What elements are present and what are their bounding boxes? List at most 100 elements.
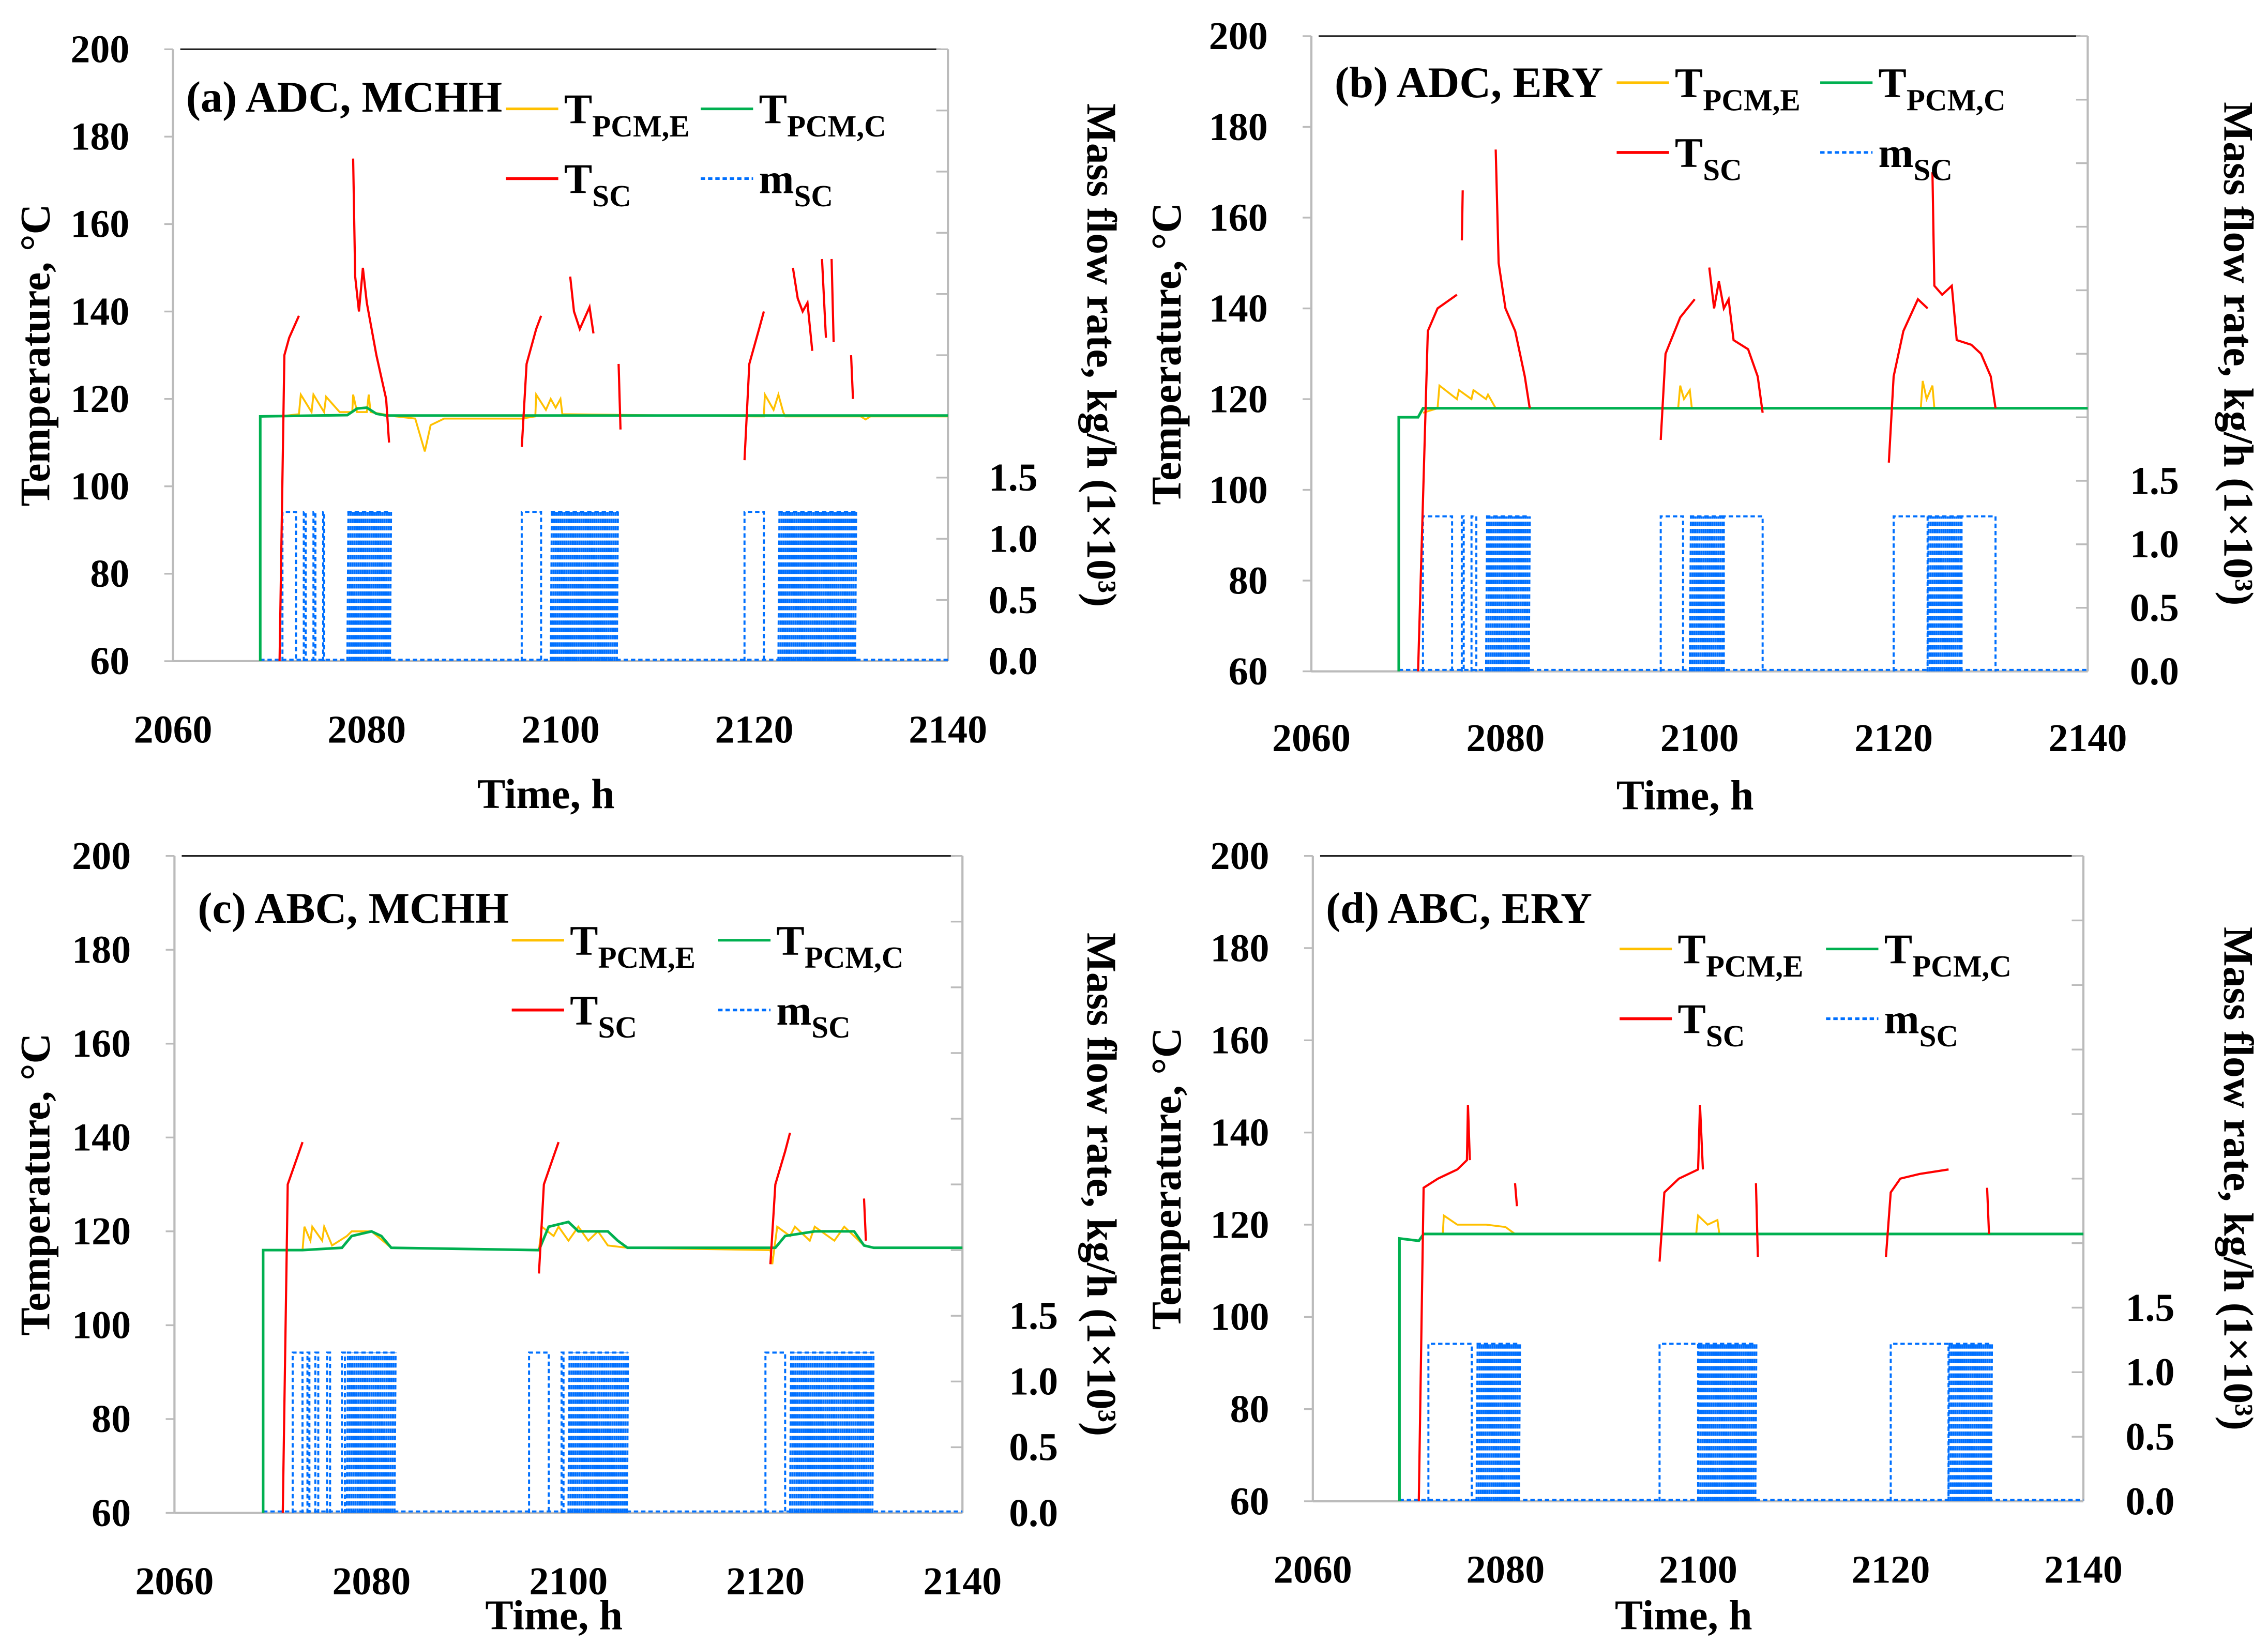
m-sc-cycle-pulse [391, 1352, 395, 1513]
y-tick-label: 60 [1229, 650, 1268, 693]
m-sc-cycle-pulse [834, 1352, 838, 1513]
legend: TPCM,E TPCM,C TSC mSC [506, 86, 886, 213]
y2-axis-title: Mass flow rate, kg/h (1×10³) [2215, 927, 2262, 1430]
m-sc-cycle-pulse [824, 512, 828, 661]
m-sc-cycle-pulse [1516, 1344, 1519, 1502]
m-sc-cycle-pulse [1707, 1344, 1711, 1502]
m-sc-cycle-pulse [374, 1352, 377, 1513]
m-sc-cycle-pulse [792, 512, 796, 661]
x-tick-label: 2140 [2044, 1548, 2123, 1591]
m-sc-cycle-pulse [1720, 516, 1724, 672]
legend-label-t-sc: TSC [1678, 996, 1745, 1053]
m-sc-cycle-pulse [595, 1352, 599, 1513]
m-sc-cycle-pulse [351, 512, 354, 661]
m-sc-cycle-pulse [378, 1352, 382, 1513]
m-sc-cycle-pulse [562, 512, 566, 661]
chart-panel-b: 60 80 100 120 140 160 180 200 2060 2080 2100 2120 21… [1143, 14, 2262, 818]
legend-label-m-sc: mSC [1879, 129, 1953, 187]
m-sc-pulse [561, 1351, 565, 1513]
m-sc-cycle-pulse [1744, 1344, 1747, 1502]
m-sc-cycle-pulse [573, 1352, 577, 1513]
y-tick-label: 80 [1229, 559, 1268, 602]
m-sc-cycle-pulse [828, 512, 832, 661]
m-sc-cycle-pulse [356, 1352, 360, 1513]
m-sc-cycle-pulse [848, 512, 851, 661]
m-sc-cycle-pulse [790, 512, 794, 661]
m-sc-cycle-pulse [609, 512, 613, 661]
m-sc-cycle-pulse [624, 1352, 627, 1513]
m-sc-cycle-pulse [1725, 1344, 1728, 1502]
y-tick-label: 100 [70, 465, 129, 508]
m-sc-cycle-pulse [584, 1352, 588, 1513]
m-sc-cycle-pulse [1515, 516, 1518, 672]
m-sc-cycle-pulse [1523, 516, 1527, 672]
m-sc-cycle-pulse [1964, 1344, 1968, 1502]
m-sc-cycle-pulse [1981, 1344, 1985, 1502]
m-sc-cycle-pulse [1492, 1344, 1496, 1502]
m-sc-cycle-pulse [608, 1352, 612, 1513]
m-sc-cycle-pulse [1952, 516, 1956, 672]
m-sc-cycle-pulse [352, 1352, 356, 1513]
m-sc-pulse [1722, 515, 1764, 672]
m-sc-cycle-pulse [1487, 516, 1490, 672]
m-sc-cycle-pulse [554, 512, 557, 661]
m-sc-cycle-pulse [1508, 516, 1512, 672]
m-sc-pulse [1960, 515, 1997, 672]
m-sc-cycle-pulse [785, 512, 789, 661]
y2-tick-label: 1.5 [1009, 1294, 1058, 1338]
m-sc-cycle-pulse [1956, 1344, 1959, 1502]
m-sc-cycle-pulse [1967, 1344, 1970, 1502]
m-sc-cycle-pulse [582, 1352, 586, 1513]
panel-title: (d) ABC, ERY [1326, 885, 1592, 933]
m-sc-cycle-pulse [1939, 516, 1943, 672]
y-tick-label: 120 [1209, 377, 1268, 421]
m-sc-cycle-pulse [777, 512, 781, 661]
legend-label-t-pcm-e: TPCM,E [1678, 926, 1804, 983]
m-sc-cycle-pulse [1509, 1344, 1513, 1502]
m-sc-cycle-pulse [611, 512, 615, 661]
m-sc-cycle-pulse [822, 512, 825, 661]
m-sc-cycle-pulse [832, 1352, 836, 1513]
m-sc-cycle-pulse [1935, 516, 1939, 672]
m-sc-cycle-pulse [367, 1352, 371, 1513]
y2-tick-label: 0.0 [2125, 1480, 2174, 1523]
m-sc-cycle-pulse [346, 512, 350, 661]
m-sc-cycle-pulse [387, 1352, 390, 1513]
x-tick-label: 2060 [1274, 1548, 1352, 1591]
y-tick-label: 120 [72, 1210, 131, 1253]
t-pcm-c-line [1398, 1232, 2083, 1501]
m-sc-cycle-pulse [355, 512, 358, 661]
m-sc-cycle-pulse [361, 512, 365, 661]
m-sc-cycle-pulse [1510, 516, 1514, 672]
m-sc-cycle-pulse [806, 1352, 810, 1513]
m-sc-cycle-pulse [779, 512, 783, 661]
m-sc-pulse [764, 1351, 787, 1513]
y2-tick-label: 0.0 [1009, 1491, 1058, 1535]
legend-label-t-pcm-e: TPCM,E [570, 917, 695, 974]
m-sc-cycle-pulse [1489, 516, 1493, 672]
m-sc-cycle-pulse [1699, 516, 1703, 672]
legend-label-t-sc: TSC [564, 156, 631, 213]
m-sc-cycle-pulse [1521, 516, 1525, 672]
m-sc-cycle-pulse [1695, 516, 1699, 672]
m-sc-cycle-pulse [852, 512, 855, 661]
x-tick-label: 2120 [726, 1560, 805, 1603]
m-sc-pulse [1889, 1343, 1950, 1501]
m-sc-pulse [314, 1351, 320, 1513]
m-sc-cycle-pulse [848, 1352, 851, 1513]
m-sc-cycle-pulse [354, 1352, 358, 1513]
m-sc-cycle-pulse [1710, 1344, 1713, 1502]
m-sc-cycle-pulse [605, 512, 609, 661]
m-sc-cycle-pulse [1484, 1344, 1487, 1502]
m-sc-cycle-pulse [809, 512, 813, 661]
y-tick-label: 100 [72, 1304, 131, 1347]
m-sc-cycle-pulse [791, 1352, 795, 1513]
m-sc-cycle-pulse [594, 512, 598, 661]
m-sc-cycle-pulse [587, 1352, 591, 1513]
m-sc-cycle-pulse [803, 512, 806, 661]
t-sc-line [1417, 1105, 1990, 1502]
m-sc-cycle-pulse [1518, 1344, 1521, 1502]
m-sc-cycle-pulse [841, 512, 844, 661]
m-sc-cycle-pulse [867, 1352, 870, 1513]
